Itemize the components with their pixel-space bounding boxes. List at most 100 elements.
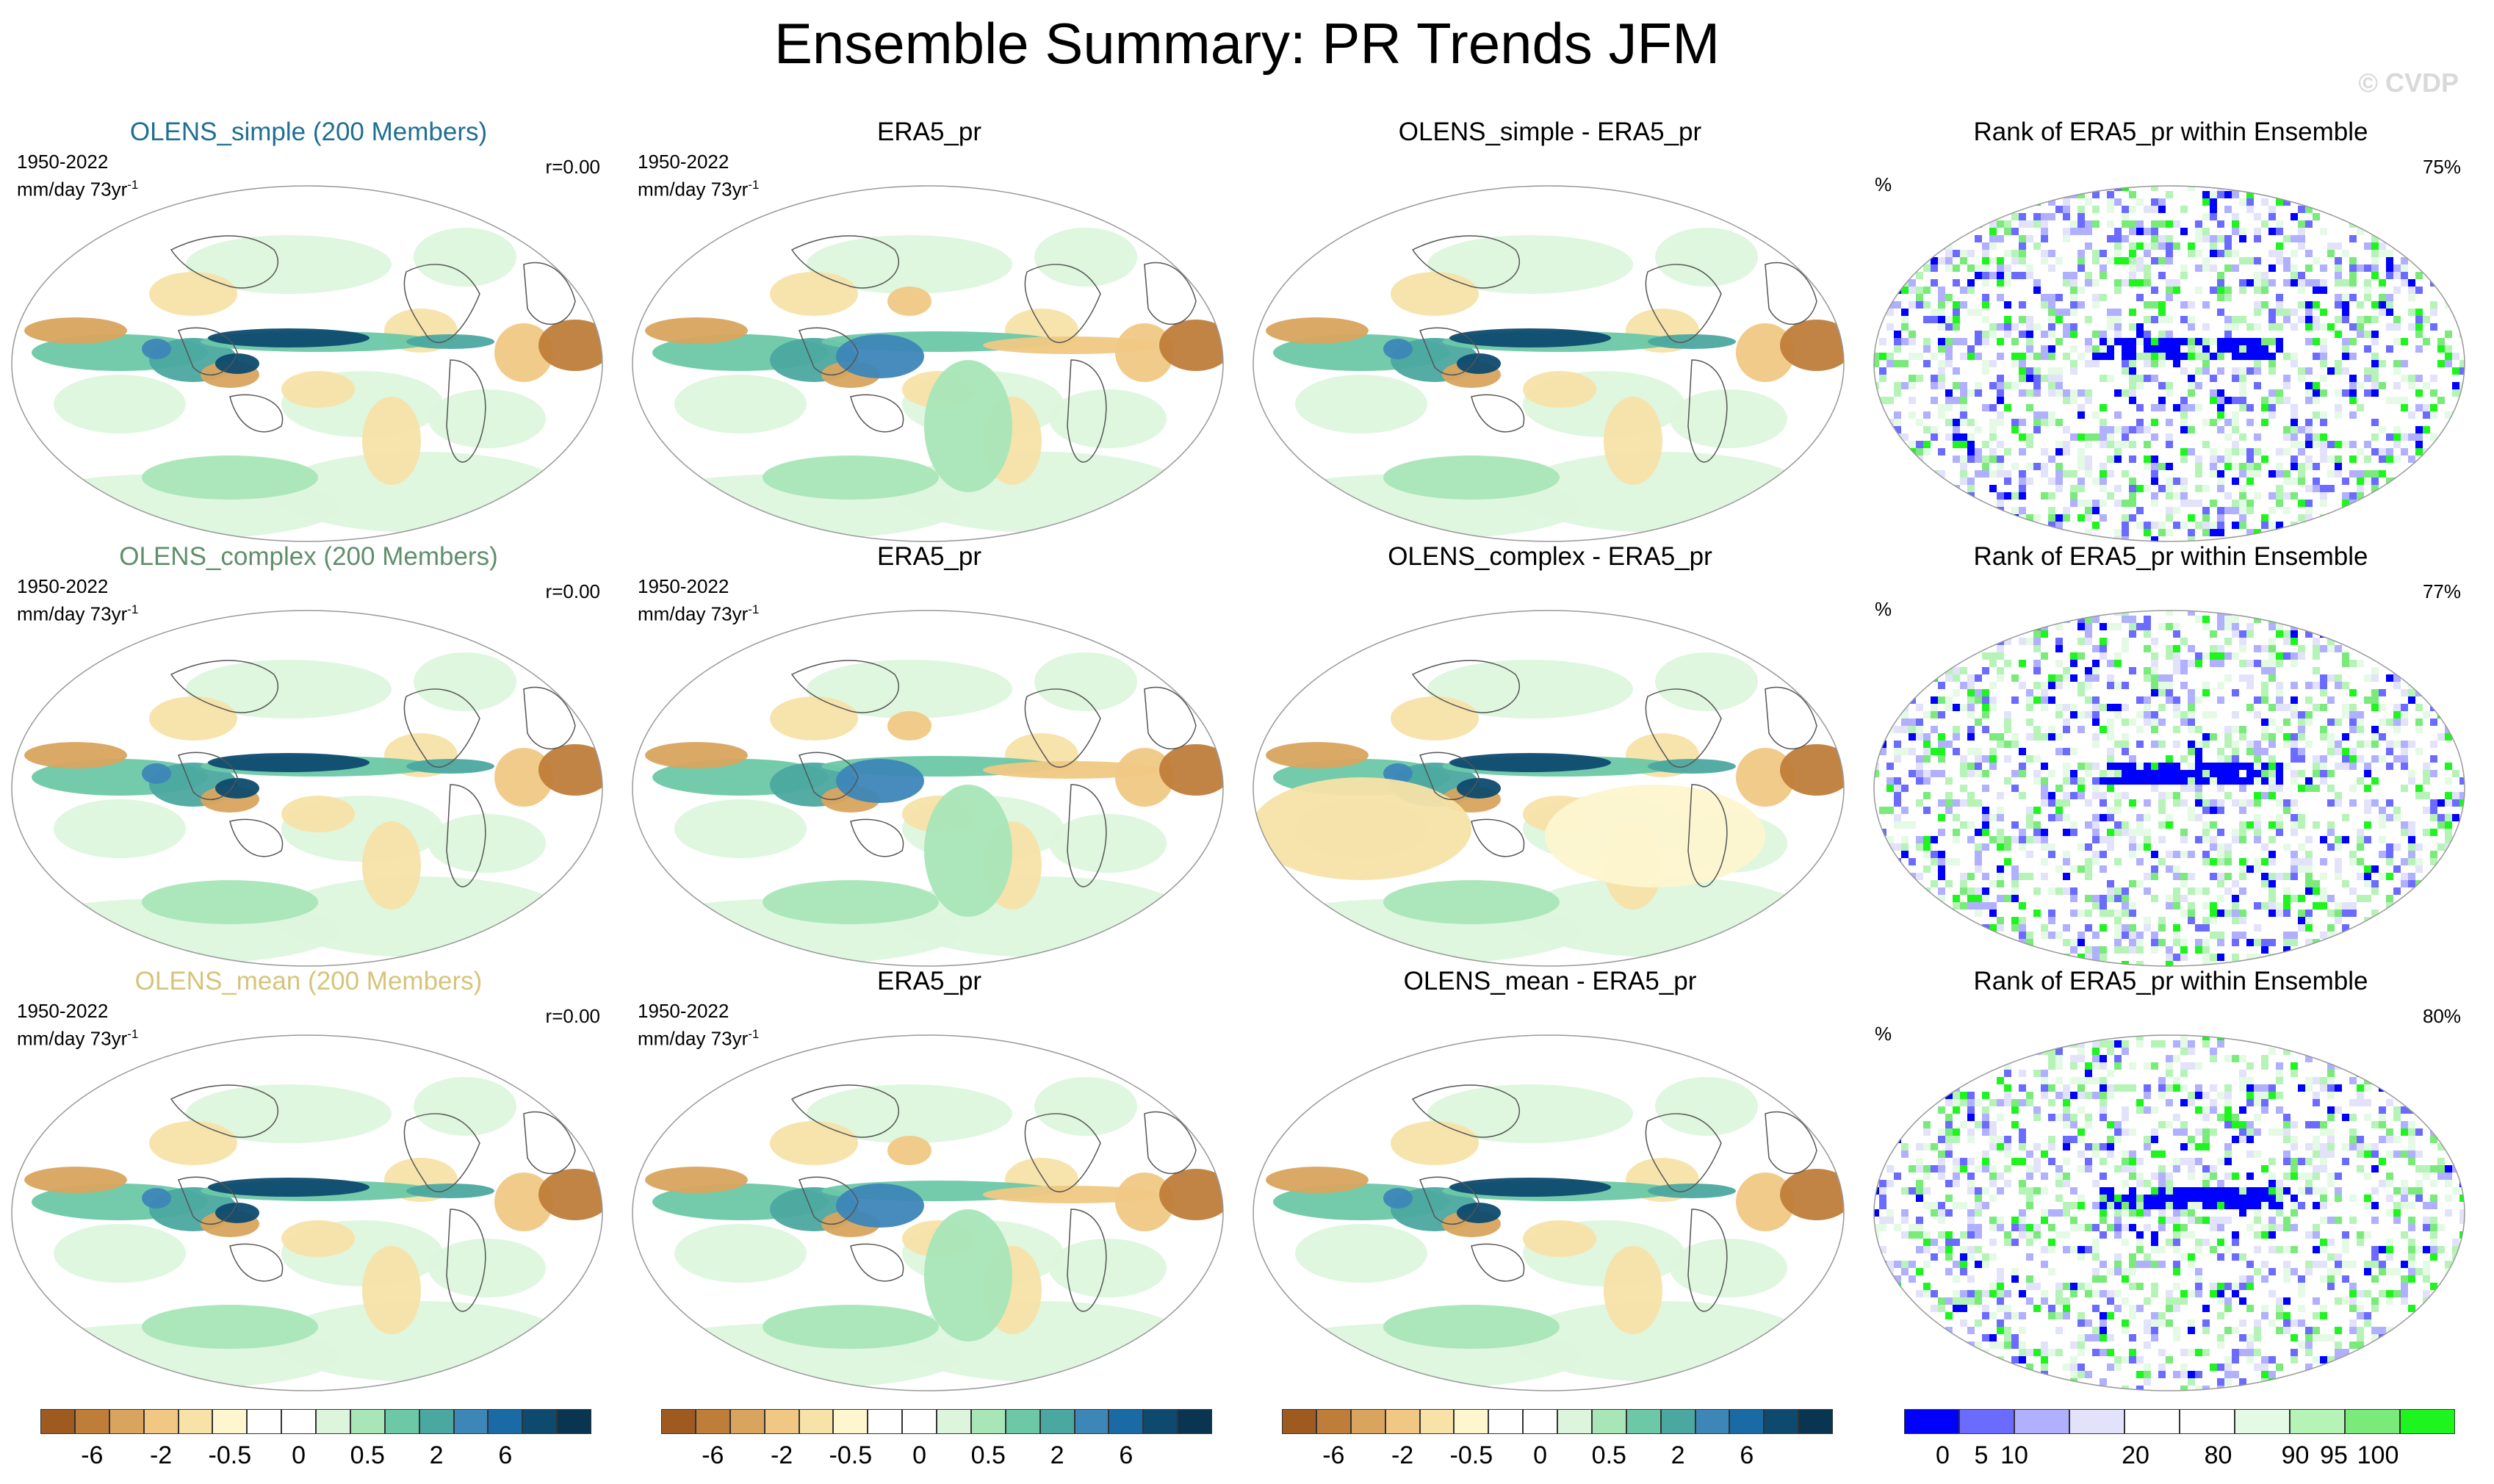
units-label: mm/day 73yr-1	[638, 598, 759, 626]
units-label: mm/day 73yr-1	[638, 1023, 759, 1051]
units-exponent: -1	[127, 1027, 139, 1041]
colorbar-tick-label: -2	[1391, 1441, 1414, 1469]
colorbar-tick-label: -2	[770, 1441, 793, 1469]
trend-colorbar-3: -6 -2 -0.5 0 0.5 2 6	[1282, 1409, 1833, 1469]
panel-diff-row2: OLENS_complex - ERA5_pr	[1245, 542, 1855, 967]
trend-map	[1251, 608, 1861, 976]
trend-map	[630, 608, 1240, 976]
colorbar-swatch	[557, 1409, 591, 1434]
panel-title: ERA5_pr	[876, 118, 982, 146]
period-label: 1950-2022	[17, 151, 109, 173]
colorbar-swatch	[970, 1409, 1006, 1434]
colorbar-swatch	[2345, 1409, 2400, 1434]
colorbar-tick-label: -0.5	[1449, 1441, 1493, 1469]
colorbar-tick-label: 2	[1671, 1441, 1685, 1469]
colorbar-swatch	[1074, 1409, 1109, 1434]
colorbar-swatch	[488, 1409, 523, 1434]
rank-map	[1872, 184, 2482, 551]
colorbar-swatch	[695, 1409, 730, 1434]
colorbar-swatch	[316, 1409, 350, 1434]
panel-rank-row3: Rank of ERA5_pr within Ensemble% 80%	[1866, 967, 2476, 1391]
colorbar-swatch	[764, 1409, 799, 1434]
colorbar-tick-label: 5	[1974, 1441, 1989, 1469]
units-exponent: -1	[748, 178, 760, 192]
colorbar-tick-label: -0.5	[829, 1441, 873, 1469]
rank-percent-value: 77%	[2422, 580, 2461, 602]
panel-title: OLENS_complex - ERA5_pr	[1388, 542, 1712, 571]
colorbar-swatch	[1695, 1409, 1730, 1434]
colorbar-tick-label: 0	[292, 1441, 306, 1469]
colorbar-swatch	[1419, 1409, 1455, 1434]
colorbar-tick-label: 6	[1119, 1441, 1134, 1469]
rank-map	[1872, 608, 2482, 976]
colorbar-swatch	[868, 1409, 903, 1434]
units-label: mm/day 73yr-1	[638, 173, 759, 201]
panel-obs-row1: ERA5_pr 1950-2022 mm/day 73yr-1	[624, 118, 1234, 542]
trend-map	[1251, 184, 1861, 551]
panel-title: ERA5_pr	[876, 967, 982, 995]
figure-title: Ensemble Summary: PR Trends JFM	[774, 11, 1720, 76]
panel-title: OLENS_complex (200 Members)	[119, 542, 498, 571]
colorbar-tick-label: -0.5	[208, 1441, 252, 1469]
colorbar-swatch	[1385, 1409, 1420, 1434]
pattern-correlation: r=0.00	[545, 1005, 600, 1027]
rank-percent-value: 75%	[2422, 156, 2461, 178]
panel-diff-row1: OLENS_simple - ERA5_pr	[1245, 118, 1855, 542]
colorbar-swatch	[350, 1409, 385, 1434]
colorbar-swatch	[2069, 1409, 2124, 1434]
colorbar-tick-label: 10	[2000, 1441, 2028, 1469]
rank-colorbar: 0 5 10 20 80 90 95 100	[1904, 1409, 2455, 1469]
colorbar-tick-label: 0	[1533, 1441, 1548, 1469]
copyright-watermark: © CVDP	[2358, 68, 2459, 98]
colorbar-tick-label: 95	[2320, 1441, 2348, 1469]
colorbar-swatch	[2290, 1409, 2345, 1434]
trend-map	[1251, 1033, 1861, 1400]
colorbar-swatch	[937, 1409, 971, 1434]
panel-diff-row3: OLENS_mean - ERA5_pr	[1245, 967, 1855, 1391]
colorbar-tick-label: -2	[149, 1441, 173, 1469]
colorbar-swatch	[2235, 1409, 2290, 1434]
colorbar-swatch	[212, 1409, 248, 1434]
period-label: 1950-2022	[638, 151, 729, 173]
colorbar-tick-label: 2	[429, 1441, 444, 1469]
colorbar-swatch	[2400, 1409, 2455, 1434]
percent-unit-label: %	[1875, 173, 1892, 195]
colorbar-swatch	[2180, 1409, 2235, 1434]
colorbar-swatch	[1282, 1409, 1316, 1434]
period-units-label: 1950-2022 mm/day 73yr-1	[638, 150, 759, 201]
trend-map	[10, 1033, 619, 1400]
colorbar-swatch	[1109, 1409, 1144, 1434]
colorbar-swatch	[1350, 1409, 1385, 1434]
colorbar-swatch	[384, 1409, 419, 1434]
period-label: 1950-2022	[638, 1000, 729, 1022]
colorbar-swatch	[281, 1409, 316, 1434]
colorbar-tick-label: -6	[81, 1441, 104, 1469]
colorbar-tick-label: 0.5	[1591, 1441, 1626, 1469]
units-text: mm/day 73yr	[17, 178, 128, 201]
colorbar-tick-label: 80	[2204, 1441, 2232, 1469]
colorbar-tick-label: 6	[1740, 1441, 1754, 1469]
period-label: 1950-2022	[17, 1000, 109, 1022]
period-units-label: 1950-2022 mm/day 73yr-1	[638, 999, 759, 1051]
units-label: mm/day 73yr-1	[17, 598, 138, 626]
colorbar-tick-label: -6	[1322, 1441, 1345, 1469]
pattern-correlation: r=0.00	[545, 580, 600, 602]
panel-title: OLENS_simple (200 Members)	[129, 118, 488, 146]
panel-model-row3: OLENS_mean (200 Members) 1950-2022 mm/day …	[4, 967, 613, 1391]
colorbar-tick-label: 90	[2281, 1441, 2310, 1469]
colorbar-tick-label: 20	[2122, 1441, 2149, 1469]
percent-unit-label: %	[1875, 1023, 1892, 1045]
panel-title: OLENS_mean - ERA5_pr	[1403, 967, 1697, 995]
panel-model-row1: OLENS_simple (200 Members) 1950-2022 mm/da…	[4, 118, 613, 542]
trend-colorbar-2: -6 -2 -0.5 0 0.5 2 6	[661, 1409, 1212, 1469]
rank-map	[1872, 1033, 2482, 1400]
period-label: 1950-2022	[638, 575, 729, 597]
colorbar-swatch	[902, 1409, 937, 1434]
colorbar-tick-label: 2	[1050, 1441, 1064, 1469]
colorbar-swatch	[143, 1409, 179, 1434]
rank-colorbar-swatches	[1904, 1409, 2455, 1434]
panel-title: Rank of ERA5_pr within Ensemble	[1973, 542, 2368, 571]
units-label: mm/day 73yr-1	[17, 173, 138, 201]
colorbar-swatch	[1904, 1409, 1959, 1434]
units-text: mm/day 73yr	[638, 602, 749, 625]
